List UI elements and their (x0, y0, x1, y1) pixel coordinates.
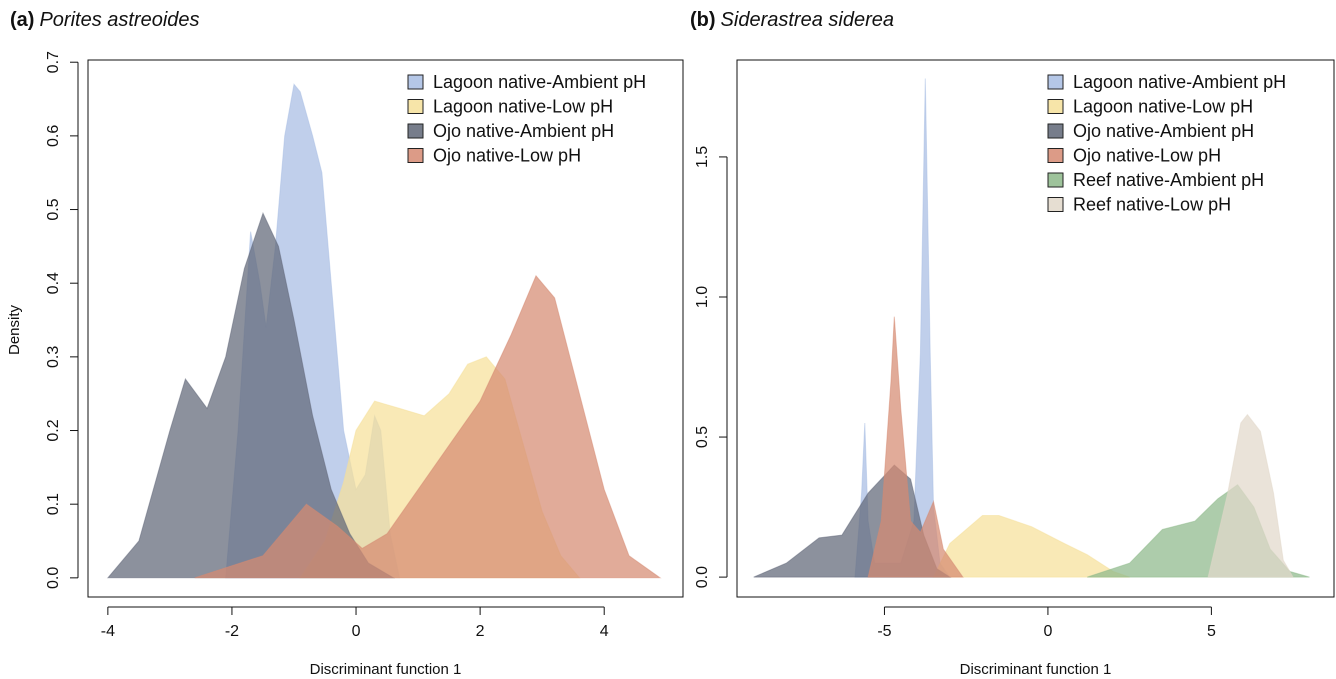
y-tick-label: 1.5 (694, 146, 711, 168)
x-tick-label: 0 (352, 623, 361, 640)
density-area (194, 274, 662, 579)
plot-area (106, 83, 662, 579)
density-area (867, 316, 964, 578)
legend-swatch (407, 99, 424, 114)
species-name: Siderastrea siderea (721, 9, 894, 31)
legend-swatch (407, 148, 424, 163)
density-area (932, 515, 1130, 578)
legend-label: Ojo native-Low pH (1073, 145, 1221, 165)
x-tick-label: 4 (600, 623, 609, 640)
y-tick-label: 0.5 (694, 426, 711, 448)
legend-label: Lagoon native-Low pH (1073, 96, 1253, 116)
y-tick-label: 0.4 (45, 272, 62, 294)
plot-area (753, 78, 1310, 578)
legend-swatch (1047, 148, 1064, 163)
panel: (b) Siderastrea siderea -5 0 5 Discriminant f… (690, 9, 1335, 678)
y-tick-label: 0.5 (45, 198, 62, 220)
panel-title: (b) Siderastrea siderea (690, 9, 894, 31)
legend-label: Ojo native-Low pH (433, 145, 581, 165)
x-tick-label: -4 (101, 623, 115, 640)
legend-label: Ojo native-Ambient pH (433, 121, 614, 141)
species-name: Porites astreoides (39, 9, 199, 31)
panel: (a) Porites astreoides -4 -2 0 2 4 Discriminant… (6, 9, 684, 678)
y-tick-label: 0.7 (45, 51, 62, 73)
plot-frame (736, 59, 1335, 598)
legend-label: Lagoon native-Ambient pH (433, 72, 646, 92)
y-tick-label: 0.1 (45, 493, 62, 515)
y-axis-label: Density (6, 304, 23, 355)
legend-swatch (1047, 123, 1064, 139)
x-axis-label: Discriminant function 1 (310, 661, 462, 678)
legend-swatch (1047, 197, 1064, 212)
legend-label: Ojo native-Ambient pH (1073, 121, 1254, 141)
y-tick-label: 0.0 (45, 567, 62, 589)
y-tick-label: 0.0 (694, 566, 711, 588)
y-tick-label: 0.6 (45, 125, 62, 147)
legend-swatch (1047, 99, 1064, 114)
panel-label: (a) (10, 9, 34, 31)
density-area (1207, 413, 1294, 578)
legend-swatch (407, 74, 424, 90)
x-axis-label: Discriminant function 1 (960, 661, 1112, 678)
legend-label: Lagoon native-Ambient pH (1073, 72, 1286, 92)
y-tick-label: 1.0 (694, 286, 711, 308)
legend-label: Reef native-Ambient pH (1073, 170, 1264, 190)
panel-title: (a) Porites astreoides (10, 9, 200, 31)
x-tick-label: 2 (476, 623, 485, 640)
legend-label: Reef native-Low pH (1073, 194, 1231, 214)
legend-swatch (407, 123, 424, 139)
x-tick-label: 0 (1043, 623, 1052, 640)
panel-label: (b) (690, 9, 716, 31)
legend-swatch (1047, 172, 1064, 188)
plot-frame (87, 59, 684, 598)
x-tick-label: -2 (225, 623, 239, 640)
x-tick-label: -5 (877, 623, 891, 640)
y-tick-label: 0.2 (45, 419, 62, 441)
y-tick-label: 0.3 (45, 346, 62, 368)
x-tick-label: 5 (1207, 623, 1216, 640)
legend-label: Lagoon native-Low pH (433, 96, 613, 116)
legend-swatch (1047, 74, 1064, 90)
